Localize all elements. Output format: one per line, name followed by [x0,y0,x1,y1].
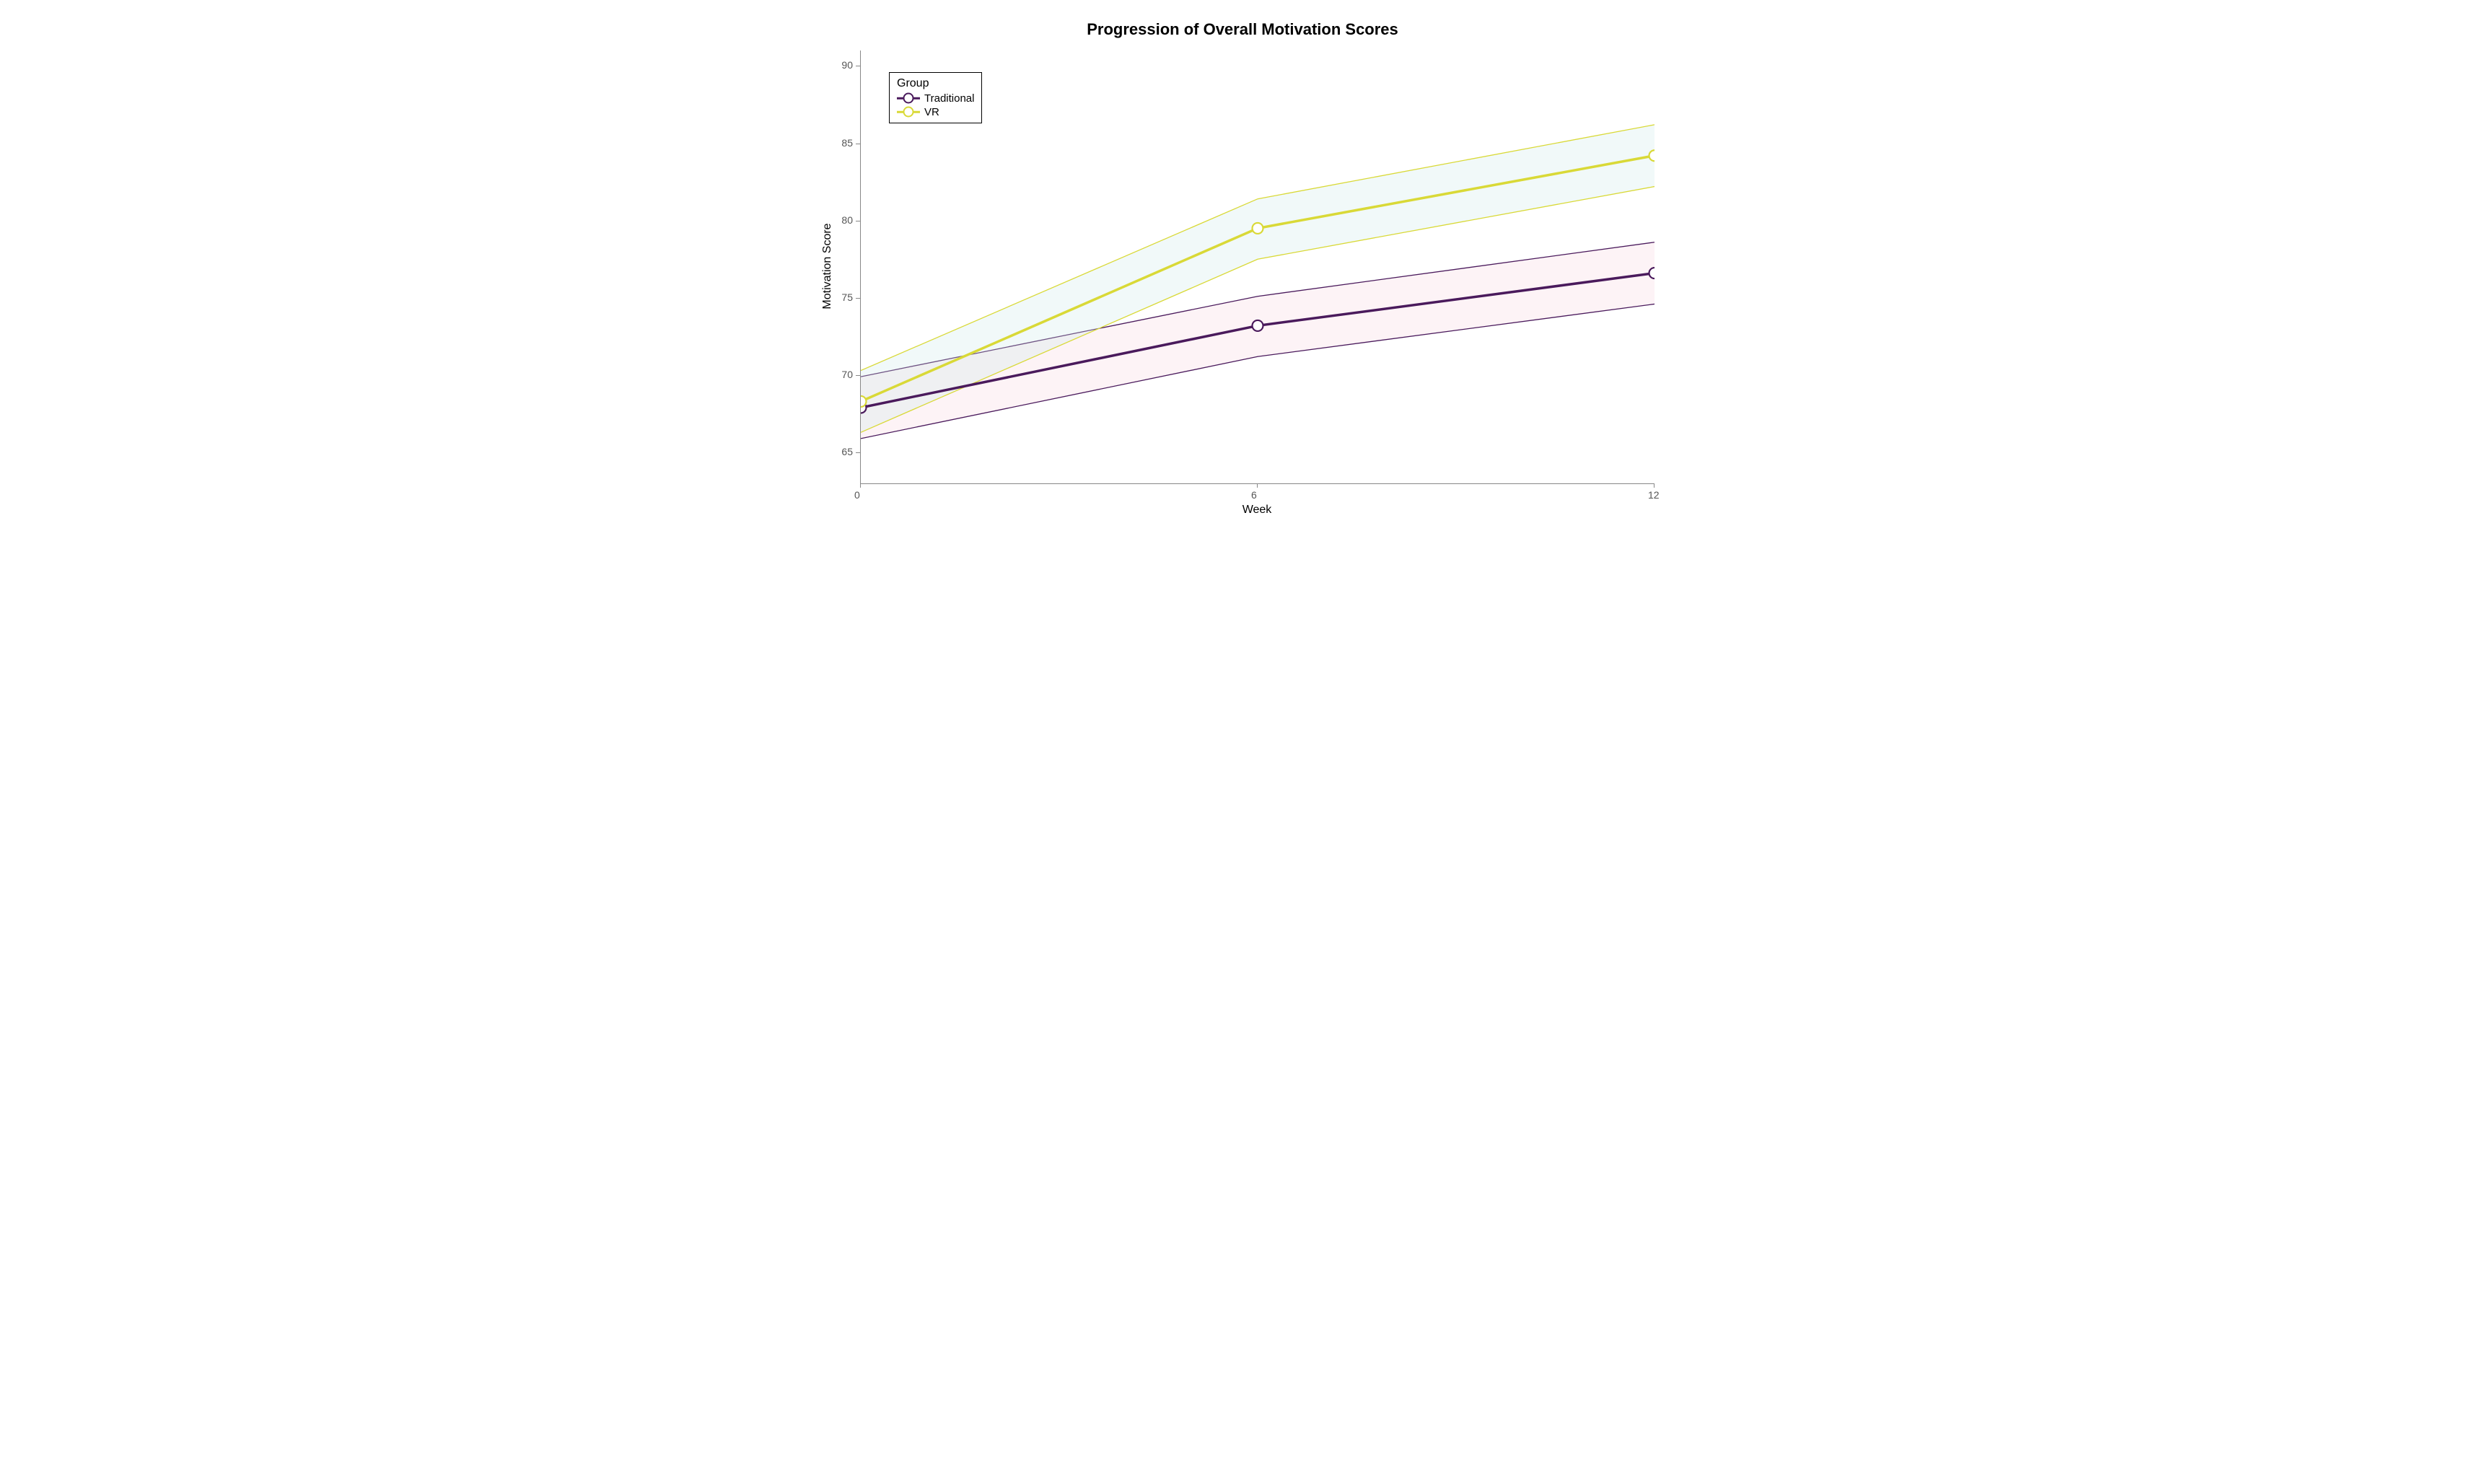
legend-item: Traditional [897,92,974,105]
y-tick-label: 75 [841,291,853,303]
chart-title: Progression of Overall Motivation Scores [810,20,1675,39]
y-tick-label: 70 [841,369,853,380]
data-marker [861,396,867,407]
x-axis-label: Week [860,504,1654,517]
data-marker [1649,268,1655,278]
y-tick-label: 80 [841,214,853,226]
x-tick-mark [1257,483,1258,488]
legend-label: VR [924,106,939,118]
data-marker [1253,223,1263,234]
data-marker [1253,320,1263,331]
data-marker [1649,150,1655,161]
chart-container: Progression of Overall Motivation Scores… [810,14,1675,534]
y-axis-label: Motivation Score [821,187,834,346]
x-tick-mark [860,483,861,488]
legend-title: Group [897,77,974,90]
legend-label: Traditional [924,92,974,105]
legend: Group TraditionalVR [889,72,982,123]
y-tick-label: 65 [841,446,853,457]
legend-item: VR [897,105,974,118]
y-tick-label: 90 [841,59,853,71]
y-tick-mark [856,452,860,453]
x-tick-mark [1654,483,1655,488]
legend-swatch [897,105,920,118]
x-tick-label: 6 [1251,489,1257,501]
y-tick-mark [856,375,860,376]
y-tick-mark [856,298,860,299]
x-tick-label: 0 [854,489,860,501]
y-tick-label: 85 [841,137,853,149]
x-tick-label: 12 [1648,489,1660,501]
legend-swatch [897,92,920,105]
